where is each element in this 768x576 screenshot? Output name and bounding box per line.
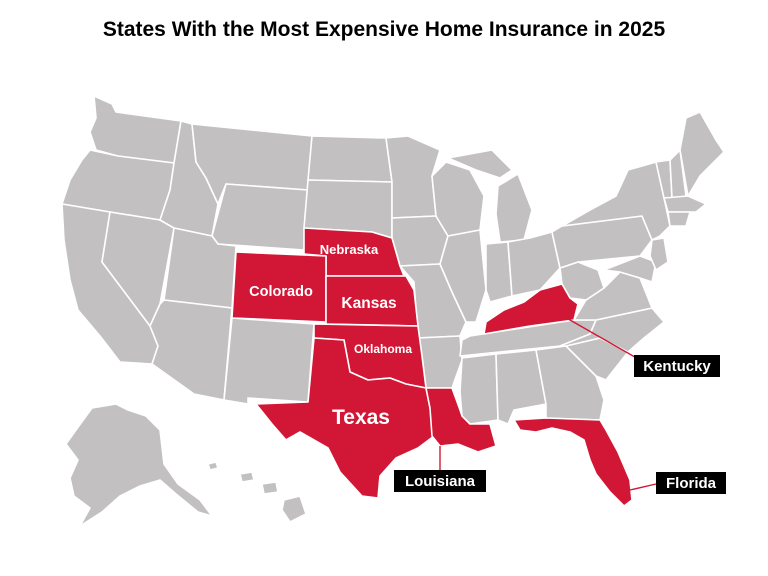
label-louisiana: Louisiana	[405, 473, 476, 490]
state-hawaii-d	[281, 495, 307, 523]
state-north-carolina	[559, 307, 665, 353]
state-wyoming	[211, 183, 309, 251]
state-illinois	[439, 229, 487, 323]
state-massachusetts	[663, 195, 707, 213]
louisiana-callout-box	[394, 470, 486, 492]
state-mississippi	[459, 353, 499, 425]
gray-states	[61, 95, 725, 527]
state-wisconsin	[431, 161, 485, 237]
state-kentucky	[483, 283, 579, 335]
label-texas: Texas	[332, 406, 390, 429]
kentucky-callout-box	[634, 355, 720, 377]
state-texas	[255, 337, 435, 499]
state-hawaii-c	[261, 481, 279, 495]
florida-callout-box	[656, 472, 726, 494]
florida-leader	[629, 483, 657, 491]
state-new-mexico	[223, 317, 315, 405]
state-maine	[679, 111, 725, 197]
state-alaska	[65, 403, 213, 527]
kentucky-leader	[555, 311, 641, 361]
highlighted-states	[231, 227, 633, 507]
label-oklahoma: Oklahoma	[354, 342, 412, 356]
label-kentucky: Kentucky	[643, 358, 711, 375]
state-indiana	[485, 241, 513, 303]
state-north-dakota	[307, 135, 393, 183]
state-louisiana	[425, 387, 497, 453]
state-hawaii-a	[207, 461, 219, 471]
label-nebraska: Nebraska	[320, 242, 379, 257]
label-florida: Florida	[666, 475, 717, 492]
state-arizona	[149, 299, 233, 401]
state-maryland	[603, 255, 657, 283]
state-connecticut	[667, 211, 691, 227]
label-colorado: Colorado	[249, 284, 313, 300]
state-labels: Nebraska Colorado Kansas Oklahoma Texas	[249, 242, 412, 429]
state-kansas	[325, 275, 419, 327]
map-title: States With the Most Expensive Home Insu…	[102, 18, 666, 41]
state-hawaii-b	[239, 471, 255, 483]
label-kansas: Kansas	[341, 295, 396, 312]
state-florida	[513, 417, 633, 507]
callouts: Kentucky Louisiana Florida	[394, 311, 726, 494]
state-new-jersey	[649, 237, 669, 271]
